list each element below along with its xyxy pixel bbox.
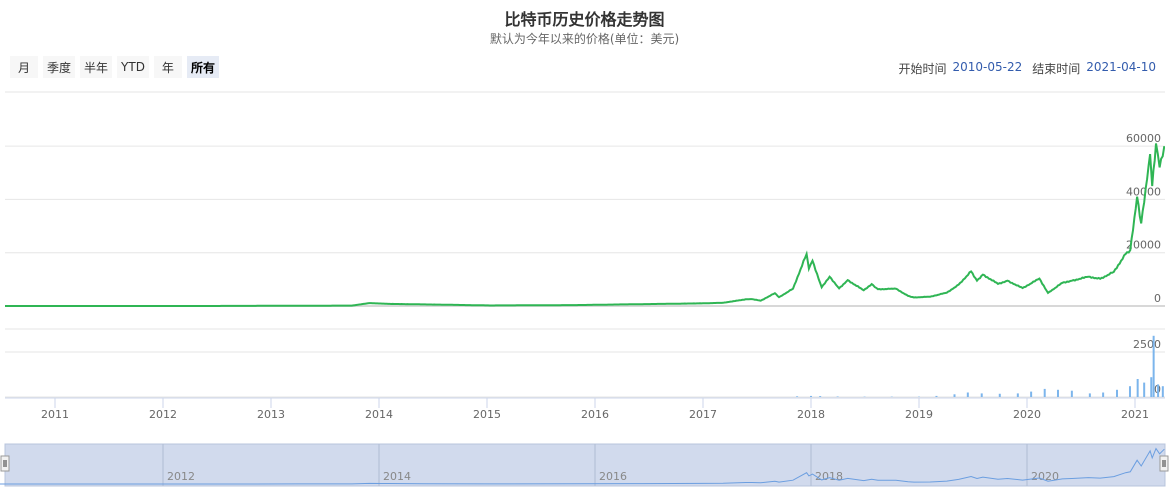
price-y-tick-label: 60000 [1126,132,1161,145]
x-tick-label: 2018 [797,408,825,421]
range-selector: 月 季度 半年 YTD 年 所有 [10,56,219,78]
range-month-button[interactable]: 月 [10,56,38,78]
handle-grip [1159,455,1169,472]
volume-bar [1043,388,1046,397]
volume-bar [1070,390,1073,397]
end-date-label: 结束时间 [1032,62,1081,76]
x-tick-label: 2020 [1013,408,1041,421]
range-quarter-button[interactable]: 季度 [43,56,76,78]
price-y-tick-label: 0 [1154,292,1161,305]
date-range-inputs: 开始时间 2010-05-22 结束时间 2021-04-10 [898,60,1160,77]
x-tick-label: 2016 [581,408,609,421]
volume-bar [796,396,799,397]
volume-bar [1016,393,1019,397]
x-tick-label: 2011 [41,408,69,421]
navigator-tick-label: 2012 [167,470,195,483]
x-tick-label: 2014 [365,408,393,421]
x-tick-label: 2012 [149,408,177,421]
handle-grip [0,455,10,472]
volume-y-tick-label: 2500 [1133,338,1161,351]
volume-bar [1150,377,1153,397]
x-tick-label: 2013 [257,408,285,421]
end-date-input[interactable]: 2021-04-10 [1086,60,1156,74]
volume-bar [1128,386,1131,397]
x-tick-label: 2021 [1121,408,1149,421]
volume-bar [1088,393,1091,397]
navigator-tick-label: 2018 [815,470,843,483]
range-all-button[interactable]: 所有 [186,56,219,78]
navigator-tick-label: 2020 [1031,470,1059,483]
navigator-tick-label: 2016 [599,470,627,483]
volume-bar [1056,389,1059,397]
price-series-line [5,143,1165,307]
volume-bar [836,396,839,397]
x-tick-label: 2015 [473,408,501,421]
volume-bar [819,396,822,397]
volume-bar [998,393,1001,397]
volume-bar [1030,391,1033,397]
navigator-series-line [0,447,1165,485]
volume-bar [935,395,938,397]
navigator-left-handle[interactable] [0,455,10,472]
start-date-label: 开始时间 [898,62,947,76]
start-date-input[interactable]: 2010-05-22 [952,60,1023,74]
x-tick-label: 2019 [905,408,933,421]
volume-bar [1152,335,1155,397]
range-halfyear-button[interactable]: 半年 [80,56,113,78]
plot-area [5,143,1165,397]
volume-bar [1161,386,1164,397]
volume-bar [953,394,956,397]
range-year-button[interactable]: 年 [153,56,182,78]
volume-bar [966,392,969,397]
volume-bar [810,395,812,397]
volume-bar [1136,379,1139,397]
range-ytd-button[interactable]: YTD [117,56,149,78]
price-y-tick-label: 40000 [1126,185,1161,198]
volume-bar [1102,392,1105,397]
navigator-tick-label: 2014 [383,470,411,483]
navigator-selection-mask [4,443,1166,487]
volume-bar [1116,389,1118,397]
chart-subtitle: 默认为今年以来的价格(单位：美元) [489,32,680,46]
volume-bar [1157,384,1160,397]
price-y-tick-label: 20000 [1126,239,1161,252]
volume-bar [1143,382,1146,397]
navigator-right-handle[interactable] [1159,455,1169,472]
x-tick-label: 2017 [689,408,717,421]
volume-bar [980,393,983,397]
chart-title: 比特币历史价格走势图 [504,10,665,29]
